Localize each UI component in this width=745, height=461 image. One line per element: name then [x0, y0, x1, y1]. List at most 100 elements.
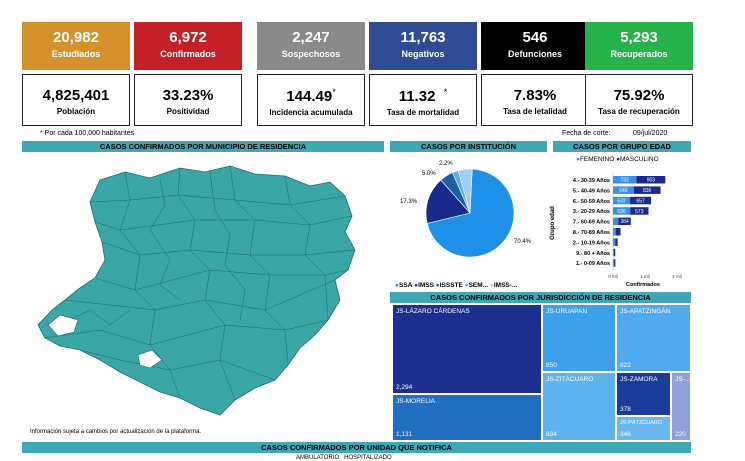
pie-slice-ssa[interactable] — [426, 168, 515, 258]
kpi-value: 546 — [522, 29, 548, 46]
map-hole — [137, 349, 163, 369]
stat-recuperacion: 75.92% Tasa de recuperación — [585, 74, 693, 126]
age-category-label: 1.- 0-09 Años — [576, 261, 610, 267]
pie-label: 17.3% — [400, 199, 418, 205]
treemap-zitacuaro[interactable]: JS-ZITÁCUARO 834 — [542, 372, 616, 441]
kpi-negativos[interactable]: 11,763 Negativos — [369, 22, 477, 70]
age-bar-femenino[interactable] — [613, 186, 634, 194]
kpi-value: 2,247 — [292, 29, 330, 46]
bottom-legend: AMBULATORIO HOSPITALIZADO — [296, 455, 392, 461]
age-bar-masculino[interactable] — [618, 217, 631, 226]
asterisk: * — [443, 87, 448, 97]
kpi-label: Defunciones — [507, 49, 562, 59]
stat-value: 4,825,401 — [42, 87, 110, 104]
treemap-patzcuaro[interactable]: JS-PÁTZCUARO 346 — [616, 416, 671, 441]
unit-header: CASOS CONFIRMADOS POR UNIDAD QUE NOTIFIC… — [22, 442, 691, 453]
kpi-value: 20,982 — [53, 29, 99, 46]
age-bar-femenino[interactable] — [613, 176, 637, 184]
age-bar-masculino[interactable] — [614, 259, 616, 267]
treemap-other[interactable]: JS-... 220 — [671, 372, 691, 441]
age-bar-masculino[interactable] — [636, 176, 666, 184]
age-category-label: 2.- 10-19 Años — [573, 240, 610, 246]
treemap-morelia[interactable]: JS-MORELIA 1,131 — [392, 394, 542, 441]
age-bar-femenino[interactable] — [613, 196, 631, 205]
stat-label: Tasa de recuperación — [598, 107, 680, 116]
kpi-value: 11,763 — [400, 29, 446, 46]
stat-incidencia: 144.49* Incidencia acumulada — [257, 74, 365, 126]
institution-pie-chart[interactable]: 70.4% 17.3% 5.0%2.2% — [392, 155, 547, 275]
stat-value: 144.49 — [286, 88, 333, 105]
age-bar-femenino[interactable] — [613, 207, 631, 215]
jurisdiction-header: CASOS CONFIRMADOS POR JURISDICCIÓN DE RE… — [390, 292, 691, 303]
age-bar-masculino[interactable] — [615, 238, 618, 246]
age-bar-femenino[interactable] — [613, 228, 616, 236]
state-shape — [37, 165, 356, 416]
age-bar-femenino[interactable] — [613, 217, 619, 226]
asterisk: * — [332, 87, 336, 97]
kpi-defunciones[interactable]: 546 Defunciones — [481, 22, 589, 70]
stat-value-wrap: 144.49* — [258, 87, 364, 105]
stat-value: 75.92% — [613, 87, 665, 104]
kpi-recuperados[interactable]: 5,293 Recuperados — [585, 22, 693, 70]
legend-sem: ●SEM... — [464, 282, 489, 289]
institution-legend: ●SSA ●IMSS ●ISSSTE ●SEM... ●IMSS-... — [395, 282, 517, 289]
kpi-label: Recuperados — [610, 49, 668, 59]
age-category-label: 6.- 50-59 Años — [573, 199, 610, 205]
stat-label: Tasa de mortalidad — [386, 108, 460, 117]
treemap-label: JS-ZITÁCUARO — [546, 376, 594, 383]
treemap-apatzingan[interactable]: JS-APATZINGÁN 822 — [616, 304, 691, 372]
age-bar-label: 536 — [617, 209, 626, 215]
age-legend: ●FEMENINO ●MASCULINO — [576, 156, 659, 163]
stat-positividad: 33.23% Positividad — [134, 74, 242, 126]
kpi-value: 5,293 — [620, 29, 658, 46]
age-x-tick: 0 mil — [608, 274, 618, 279]
legend-ssa: ●SSA — [395, 282, 413, 289]
stat-poblacion: 4,825,401 Población — [22, 74, 130, 126]
jurisdiction-treemap[interactable]: JS-LÁZARO CÁRDENAS 2,294 JS-MORELIA 1,13… — [392, 304, 691, 441]
age-bar-femenino[interactable] — [613, 238, 616, 246]
kpi-confirmados[interactable]: 6,972 Confirmados — [134, 22, 242, 70]
age-category-label: 8.- 70-89 Años — [573, 230, 610, 236]
treemap-label: JS-LÁZARO CÁRDENAS — [396, 308, 470, 315]
stat-value: 33.23% — [162, 87, 214, 104]
map-hole — [47, 314, 79, 337]
legend-imss2: ●IMSS-... — [489, 282, 518, 289]
pie-slice-imss[interactable] — [457, 168, 473, 214]
stat-label: Incidencia acumulada — [269, 108, 353, 117]
treemap-uruapan[interactable]: JS-URUAPAN 850 — [542, 304, 616, 372]
treemap-zamora[interactable]: JS-ZAMORA 378 — [616, 372, 671, 416]
age-bar-label: 657 — [636, 198, 645, 204]
age-bar-masculino[interactable] — [630, 196, 652, 205]
age-bar-femenino[interactable] — [613, 248, 614, 257]
kpi-sospechosos[interactable]: 2,247 Sospechosos — [257, 22, 365, 70]
treemap-lazaro-cardenas[interactable]: JS-LÁZARO CÁRDENAS 2,294 — [392, 304, 542, 394]
treemap-label: JS-PÁTZCUARO — [620, 420, 663, 426]
treemap-label: JS-APATZINGÁN — [620, 308, 671, 315]
age-bar-chart[interactable]: 4.- 30-39 Años 732 903 5.- 40-49 Años 649 836… — [553, 168, 693, 290]
legend-femenino: FEMENINO — [579, 156, 615, 163]
stat-label: Población — [56, 107, 96, 116]
legend-masculino: MASCULINO — [620, 156, 659, 163]
age-bar-label: 903 — [647, 178, 656, 184]
treemap-value: 822 — [620, 362, 631, 369]
legend-imss: ●IMSS — [414, 282, 434, 289]
kpi-label: Sospechosos — [281, 49, 341, 59]
age-category-label: 9.- 80 + Años — [576, 251, 610, 257]
kpi-value: 6,972 — [169, 29, 207, 46]
age-bar-masculino[interactable] — [630, 207, 649, 215]
age-bar-label: 384 — [620, 219, 629, 225]
age-bar-masculino[interactable] — [615, 228, 621, 236]
legend-issste: ●ISSSTE — [435, 282, 463, 289]
pie-slice-imss[interactable] — [425, 179, 471, 224]
age-bar-masculino[interactable] — [613, 248, 616, 257]
stat-label: Positividad — [166, 107, 210, 116]
map-note: Información sujeta a cambios por actuali… — [30, 429, 202, 435]
age-bar-masculino[interactable] — [633, 186, 661, 194]
municipality-map[interactable] — [30, 160, 375, 430]
kpi-estudiados[interactable]: 20,982 Estudiados — [22, 22, 130, 70]
treemap-label: JS-... — [675, 376, 691, 383]
age-bar-label: 836 — [643, 188, 652, 194]
age-category-label: 3.- 20-29 Años — [573, 209, 610, 215]
age-bar-femenino[interactable] — [613, 259, 615, 267]
map-header: CASOS CONFIRMADOS POR MUNICIPIO DE RESID… — [22, 141, 384, 152]
